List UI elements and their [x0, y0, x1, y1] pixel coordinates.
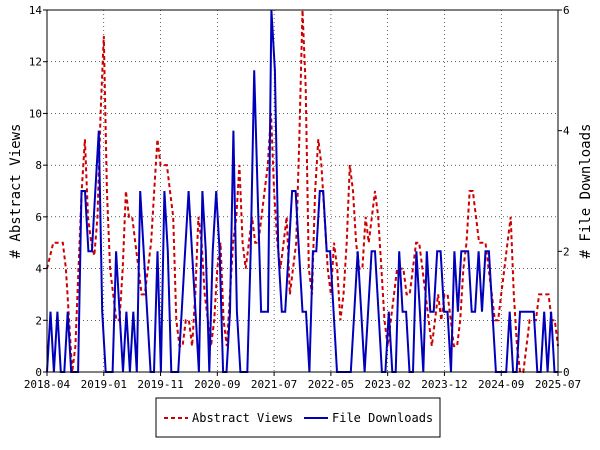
x-tick-label: 2023-02 — [364, 378, 410, 391]
y-right-tick-label: 4 — [563, 125, 570, 138]
x-tick-label: 2019-11 — [137, 378, 183, 391]
x-tick-label: 2022-05 — [308, 378, 354, 391]
grid — [47, 10, 558, 372]
tick-labels: 0 2 4 6 8 10 12 14 0 2 4 6 2018-04 2019-01 2019-11 2020… — [24, 4, 581, 391]
y-left-tick-label: 8 — [35, 159, 42, 172]
y-left-tick-label: 0 — [35, 366, 42, 379]
series-line-abstract-views — [46, 9, 559, 373]
y-axis-left-title: # Abstract Views — [8, 124, 24, 259]
y-left-tick-label: 2 — [35, 314, 42, 327]
y-left-tick-label: 4 — [35, 263, 42, 276]
y-left-tick-label: 12 — [29, 56, 42, 69]
x-tick-label: 2024-09 — [478, 378, 524, 391]
legend-label-file-downloads: File Downloads — [332, 411, 433, 425]
legend-box — [155, 397, 441, 438]
y-left-tick-label: 10 — [29, 107, 42, 120]
x-tick-label: 2021-07 — [251, 378, 297, 391]
x-tick-label: 2025-07 — [535, 378, 581, 391]
x-tick-label: 2020-09 — [194, 378, 240, 391]
series-group — [46, 9, 559, 373]
x-tick-label: 2018-04 — [24, 378, 71, 391]
x-tick-label: 2023-12 — [421, 378, 467, 391]
plot-frame — [46, 9, 559, 373]
y-right-tick-label: 0 — [563, 366, 570, 379]
y-right-tick-label: 6 — [563, 4, 570, 17]
x-tick-label: 2019-01 — [81, 378, 127, 391]
y-axis-right-title: # File Downloads — [578, 124, 594, 259]
series-line-file-downloads — [46, 9, 558, 373]
legend-label-abstract-views: Abstract Views — [192, 411, 293, 425]
y-right-tick-label: 2 — [563, 245, 570, 258]
y-left-tick-label: 6 — [35, 211, 42, 224]
y-left-tick-label: 14 — [29, 4, 43, 17]
legend: Abstract Views File Downloads — [155, 397, 441, 438]
ticks — [43, 9, 562, 376]
